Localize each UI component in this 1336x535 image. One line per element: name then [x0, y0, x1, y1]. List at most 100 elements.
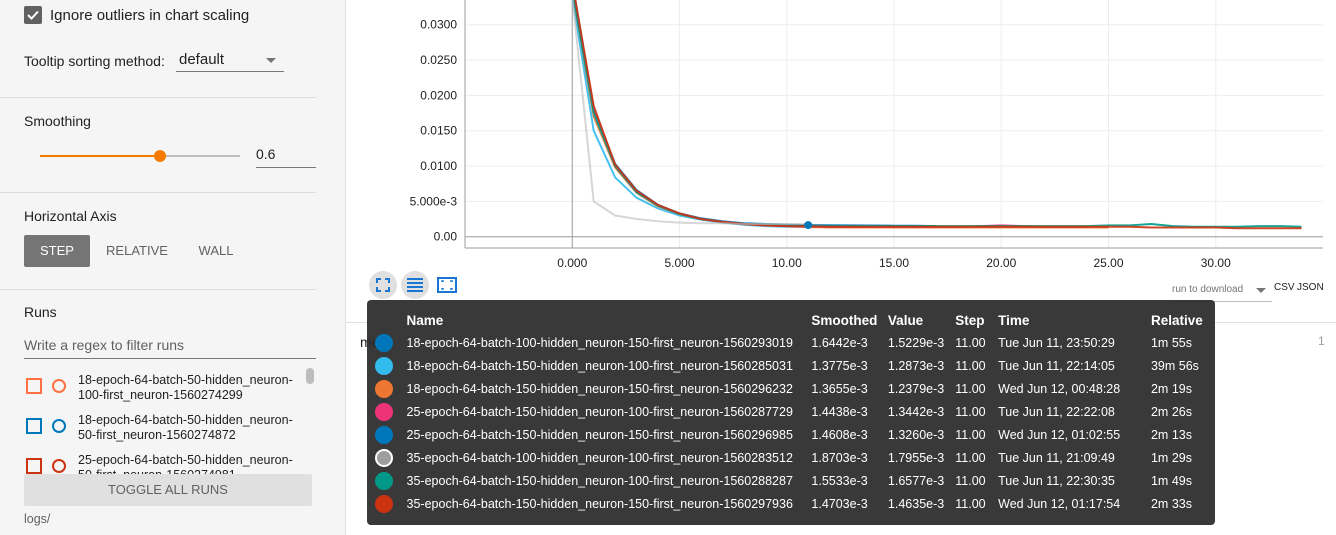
runs-label: Runs	[24, 304, 57, 320]
tooltip-time: Tue Jun 11, 21:09:49	[998, 450, 1115, 465]
series-color-dot	[375, 402, 393, 421]
axis-relative-button[interactable]: RELATIVE	[106, 243, 168, 258]
tooltip-step: 11.00	[955, 404, 986, 419]
tooltip-value: 1.3260e-3	[887, 427, 945, 442]
tooltip-smoothed: 1.8703e-3	[811, 450, 868, 465]
x-tick-label: 30.00	[1201, 256, 1231, 270]
run-item[interactable]: 18-epoch-64-batch-50-hidden_neuron-50-fi…	[26, 413, 316, 453]
csv-download-link[interactable]: CSV	[1274, 282, 1295, 293]
tooltip-swatch	[375, 492, 407, 515]
x-tick-label: 25.00	[1093, 256, 1123, 270]
y-tick-label: 0.00	[434, 230, 458, 244]
series-color-dot	[375, 471, 393, 490]
tooltip-time: Wed Jun 12, 01:17:54	[998, 496, 1121, 511]
tooltip-run-name: 18-epoch-64-batch-150-hidden_neuron-150-…	[406, 381, 793, 396]
tooltip-run-name: 35-epoch-64-batch-150-hidden_neuron-100-…	[406, 473, 793, 488]
smoothing-slider-thumb[interactable]	[154, 150, 166, 162]
series-color-dot	[375, 425, 393, 444]
ignore-outliers-checkbox[interactable]	[24, 6, 42, 24]
fit-domain-button[interactable]	[433, 271, 461, 299]
tooltip-run-name: 35-epoch-64-batch-150-hidden_neuron-150-…	[406, 496, 793, 511]
tooltip-header-relative: Relative	[1150, 313, 1203, 328]
filter-underline	[24, 358, 316, 359]
list-icon	[407, 278, 423, 292]
series-line	[574, 0, 937, 228]
y-tick-label: 0.0200	[420, 88, 457, 102]
tooltip-row: 18-epoch-64-batch-150-hidden_neuron-100-…	[375, 354, 1215, 377]
tooltip-time: Tue Jun 11, 22:22:08	[998, 404, 1115, 419]
run-radio[interactable]	[52, 379, 66, 393]
tooltip-run-name: 18-epoch-64-batch-100-hidden_neuron-150-…	[406, 335, 793, 350]
run-checkbox[interactable]	[26, 458, 42, 474]
series-line	[573, 0, 1087, 228]
tooltip-time: Tue Jun 11, 22:14:05	[998, 358, 1115, 373]
series-color-dot	[375, 356, 393, 375]
y-tick-label: 0.0250	[420, 53, 457, 67]
smoothing-value-input[interactable]: 0.6	[256, 146, 276, 162]
run-label: 18-epoch-64-batch-50-hidden_neuron-100-f…	[78, 373, 293, 402]
runs-list: 18-epoch-64-batch-50-hidden_neuron-100-f…	[0, 370, 320, 474]
series-line	[571, 0, 809, 228]
ignore-outliers-label: Ignore outliers in chart scaling	[50, 7, 250, 24]
tooltip-value: 1.3442e-3	[887, 404, 945, 419]
tooltip-row: 18-epoch-64-batch-100-hidden_neuron-150-…	[375, 331, 1215, 354]
run-checkbox[interactable]	[26, 378, 42, 394]
tooltip-header-smoothed: Smoothed	[811, 313, 878, 328]
runs-filter-input[interactable]: Write a regex to filter runs	[24, 337, 185, 353]
y-tick-label: 0.0150	[420, 124, 457, 138]
tooltip-header-name: Name	[406, 313, 444, 328]
tooltip-swatch	[375, 331, 407, 354]
tooltip-time: Wed Jun 12, 01:02:55	[998, 427, 1121, 442]
series-color-dot	[375, 448, 393, 467]
tooltip-smoothed: 1.6442e-3	[811, 335, 868, 350]
axis-wall-button[interactable]: WALL	[198, 243, 234, 258]
y-tick-label: 5.000e-3	[410, 194, 458, 208]
x-tick-label: 15.00	[879, 256, 909, 270]
tooltip-relative: 1m 29s	[1150, 450, 1192, 465]
run-radio[interactable]	[52, 459, 66, 473]
tooltip-sorting-dropdown[interactable]: default	[176, 48, 284, 72]
series-line	[571, 0, 809, 225]
series-line	[574, 0, 1302, 230]
dropdown-underline	[176, 71, 284, 72]
tooltip-value: 1.4635e-3	[887, 496, 945, 511]
tooltip-time: Tue Jun 11, 23:50:29	[998, 335, 1115, 350]
tooltip-run-name: 25-epoch-64-batch-150-hidden_neuron-150-…	[406, 427, 793, 442]
logdir-label: logs/	[24, 512, 51, 526]
tooltip-swatch	[375, 400, 407, 423]
run-label: 25-epoch-64-batch-50-hidden_neuron-50-fi…	[78, 453, 293, 474]
runs-scrollbar[interactable]	[306, 368, 314, 384]
run-checkbox[interactable]	[26, 418, 42, 434]
x-tick-label: 10.00	[772, 256, 802, 270]
toggle-log-scale-button[interactable]	[401, 271, 429, 299]
tooltip-smoothed: 1.3655e-3	[811, 381, 868, 396]
json-download-link[interactable]: JSON	[1297, 282, 1324, 293]
run-item[interactable]: 25-epoch-64-batch-50-hidden_neuron-50-fi…	[26, 453, 316, 474]
smoothing-slider[interactable]	[40, 150, 240, 162]
fullscreen-button[interactable]	[369, 271, 397, 299]
tooltip-header-swatch	[375, 310, 407, 331]
horizontal-axis-label: Horizontal Axis	[24, 208, 117, 224]
tooltip-step: 11.00	[955, 358, 986, 373]
run-radio[interactable]	[52, 419, 66, 433]
tooltip-relative: 2m 19s	[1150, 381, 1192, 396]
axis-step-button[interactable]: STEP	[24, 235, 90, 267]
toggle-all-runs-button[interactable]: TOGGLE ALL RUNS	[24, 474, 312, 506]
run-item[interactable]: 18-epoch-64-batch-50-hidden_neuron-100-f…	[26, 373, 316, 413]
tooltip-swatch	[375, 423, 407, 446]
tooltip-row: 25-epoch-64-batch-150-hidden_neuron-150-…	[375, 423, 1215, 446]
tooltip-header-time: Time	[998, 313, 1030, 328]
fit-to-data-icon	[437, 277, 457, 293]
tooltip-step: 11.00	[955, 381, 986, 396]
tooltip-value: 1.2873e-3	[887, 358, 945, 373]
tooltip-step: 11.00	[955, 335, 986, 350]
tooltip-sorting-value: default	[179, 51, 225, 68]
run-to-download-select[interactable]: run to download	[1172, 284, 1244, 295]
y-tick-label: 0.0100	[420, 159, 457, 173]
tooltip-step: 11.00	[955, 427, 986, 442]
loss-chart[interactable]: 0.000 5.000 10.00 15.00 20.00 25.00 30.00 0.00 5…	[346, 0, 1336, 320]
y-tick-label: 0.0300	[420, 18, 457, 32]
series-line	[573, 0, 1302, 228]
smoothing-label: Smoothing	[24, 113, 91, 129]
run-label: 18-epoch-64-batch-50-hidden_neuron-50-fi…	[78, 413, 293, 442]
